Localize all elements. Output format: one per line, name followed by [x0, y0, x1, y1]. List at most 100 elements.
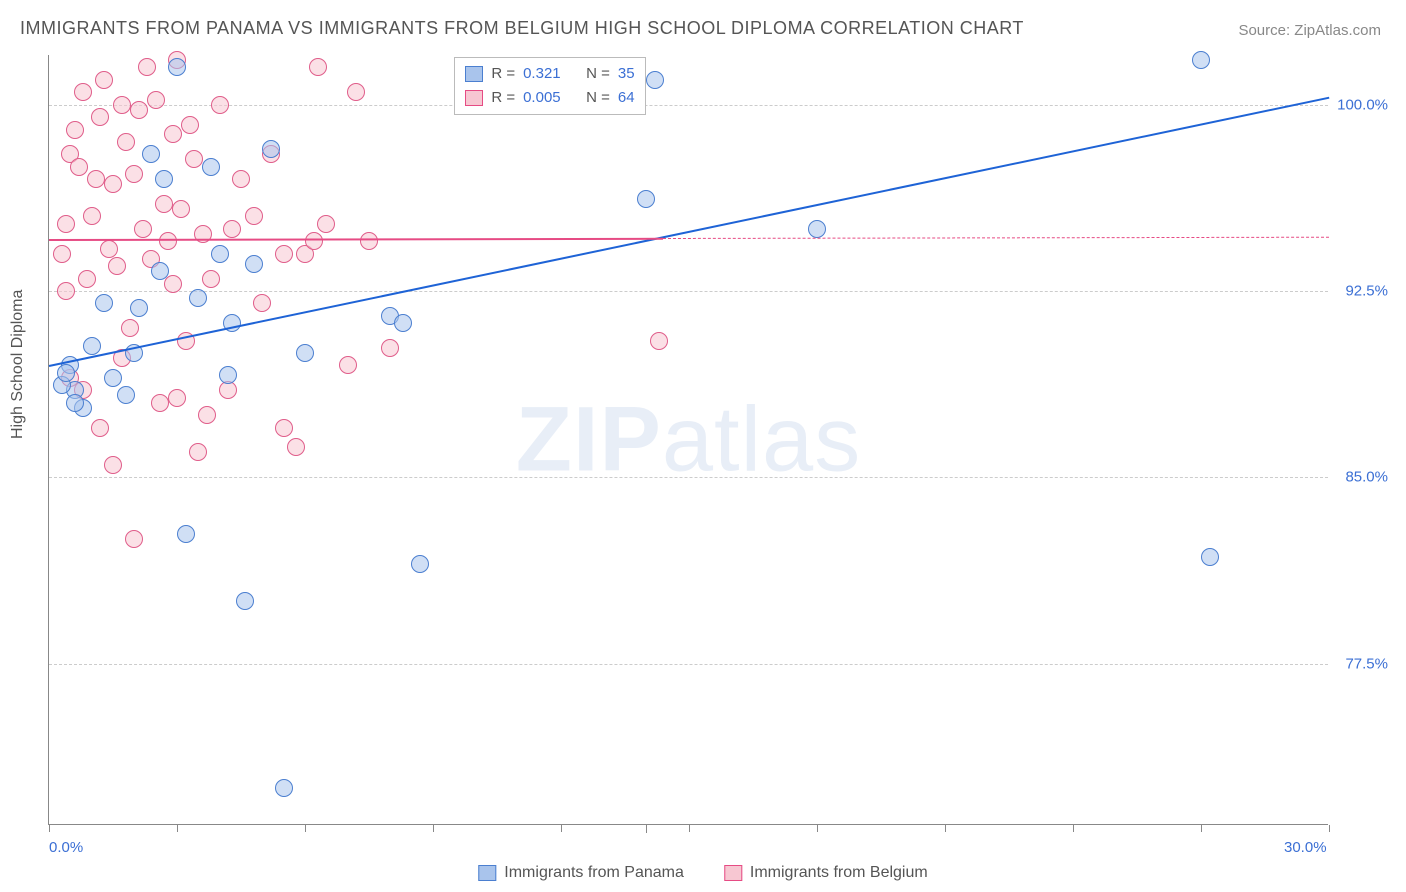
scatter-point-belgium — [155, 195, 173, 213]
scatter-point-belgium — [305, 232, 323, 250]
scatter-point-panama — [646, 71, 664, 89]
scatter-point-panama — [142, 145, 160, 163]
scatter-point-belgium — [232, 170, 250, 188]
legend-r-label: R = — [491, 86, 515, 110]
scatter-point-belgium — [339, 356, 357, 374]
scatter-point-panama — [83, 337, 101, 355]
legend-r-value: 0.005 — [523, 86, 578, 110]
legend-r-value: 0.321 — [523, 62, 578, 86]
scatter-point-panama — [189, 289, 207, 307]
xtick-label: 30.0% — [1284, 839, 1327, 856]
scatter-point-belgium — [275, 245, 293, 263]
scatter-point-belgium — [275, 419, 293, 437]
scatter-point-belgium — [181, 116, 199, 134]
scatter-point-belgium — [100, 240, 118, 258]
xtick-label: 0.0% — [49, 839, 83, 856]
xtick — [1201, 825, 1202, 832]
grid-h — [49, 664, 1328, 665]
legend-swatch — [465, 90, 483, 106]
xtick — [689, 825, 690, 832]
legend-n-label: N = — [586, 62, 610, 86]
scatter-point-panama — [177, 525, 195, 543]
scatter-point-belgium — [159, 232, 177, 250]
scatter-point-belgium — [121, 319, 139, 337]
trend-line-panama — [49, 97, 1329, 367]
scatter-point-belgium — [104, 456, 122, 474]
legend-row: R = 0.321 N = 35 — [465, 62, 634, 86]
scatter-point-belgium — [253, 294, 271, 312]
scatter-point-belgium — [125, 165, 143, 183]
y-axis-label: High School Diploma — [9, 290, 27, 439]
scatter-point-belgium — [198, 406, 216, 424]
scatter-point-belgium — [83, 207, 101, 225]
scatter-point-belgium — [70, 158, 88, 176]
scatter-point-panama — [296, 344, 314, 362]
scatter-point-belgium — [347, 83, 365, 101]
watermark-zip: ZIP — [516, 388, 662, 490]
legend-label-belgium: Immigrants from Belgium — [750, 864, 928, 882]
scatter-point-panama — [275, 779, 293, 797]
ytick-label: 100.0% — [1337, 96, 1388, 113]
scatter-point-belgium — [211, 96, 229, 114]
scatter-point-belgium — [117, 133, 135, 151]
grid-h — [49, 291, 1328, 292]
scatter-point-belgium — [125, 530, 143, 548]
scatter-point-belgium — [245, 207, 263, 225]
scatter-point-belgium — [91, 108, 109, 126]
xtick — [561, 825, 562, 832]
scatter-point-belgium — [287, 438, 305, 456]
scatter-point-panama — [219, 366, 237, 384]
scatter-point-belgium — [66, 121, 84, 139]
ytick-label: 85.0% — [1345, 469, 1388, 486]
xtick — [1073, 825, 1074, 832]
scatter-point-belgium — [309, 58, 327, 76]
scatter-point-panama — [155, 170, 173, 188]
swatch-belgium — [724, 865, 742, 881]
scatter-point-panama — [236, 592, 254, 610]
scatter-point-belgium — [381, 339, 399, 357]
scatter-point-belgium — [104, 175, 122, 193]
scatter-point-panama — [66, 394, 84, 412]
scatter-point-panama — [104, 369, 122, 387]
legend-swatch — [465, 66, 483, 82]
trend-line-belgium — [49, 238, 663, 241]
ytick-label: 77.5% — [1345, 655, 1388, 672]
swatch-panama — [478, 865, 496, 881]
legend-n-label: N = — [586, 86, 610, 110]
trend-line-belgium-dashed — [663, 236, 1329, 238]
scatter-point-panama — [808, 220, 826, 238]
xtick — [49, 825, 50, 832]
scatter-point-panama — [1201, 548, 1219, 566]
scatter-point-panama — [95, 294, 113, 312]
scatter-point-belgium — [91, 419, 109, 437]
scatter-point-belgium — [74, 83, 92, 101]
scatter-point-panama — [202, 158, 220, 176]
xtick — [305, 825, 306, 832]
scatter-point-belgium — [223, 220, 241, 238]
grid-h — [49, 105, 1328, 106]
scatter-point-panama — [211, 245, 229, 263]
legend-n-value: 35 — [618, 62, 635, 86]
scatter-point-belgium — [134, 220, 152, 238]
scatter-point-belgium — [53, 245, 71, 263]
scatter-point-panama — [168, 58, 186, 76]
legend-n-value: 64 — [618, 86, 635, 110]
grid-v — [646, 825, 647, 833]
scatter-point-panama — [411, 555, 429, 573]
watermark: ZIPatlas — [516, 387, 861, 492]
scatter-point-belgium — [57, 215, 75, 233]
grid-h — [49, 477, 1328, 478]
scatter-point-panama — [1192, 51, 1210, 69]
scatter-point-belgium — [151, 394, 169, 412]
scatter-point-panama — [130, 299, 148, 317]
scatter-point-panama — [245, 255, 263, 273]
scatter-point-belgium — [164, 125, 182, 143]
source-label: Source: ZipAtlas.com — [1238, 22, 1381, 39]
scatter-point-panama — [394, 314, 412, 332]
legend-row: R = 0.005 N = 64 — [465, 86, 634, 110]
scatter-point-belgium — [172, 200, 190, 218]
scatter-point-panama — [57, 364, 75, 382]
legend-item-panama: Immigrants from Panama — [478, 864, 684, 882]
scatter-point-belgium — [95, 71, 113, 89]
scatter-point-belgium — [360, 232, 378, 250]
